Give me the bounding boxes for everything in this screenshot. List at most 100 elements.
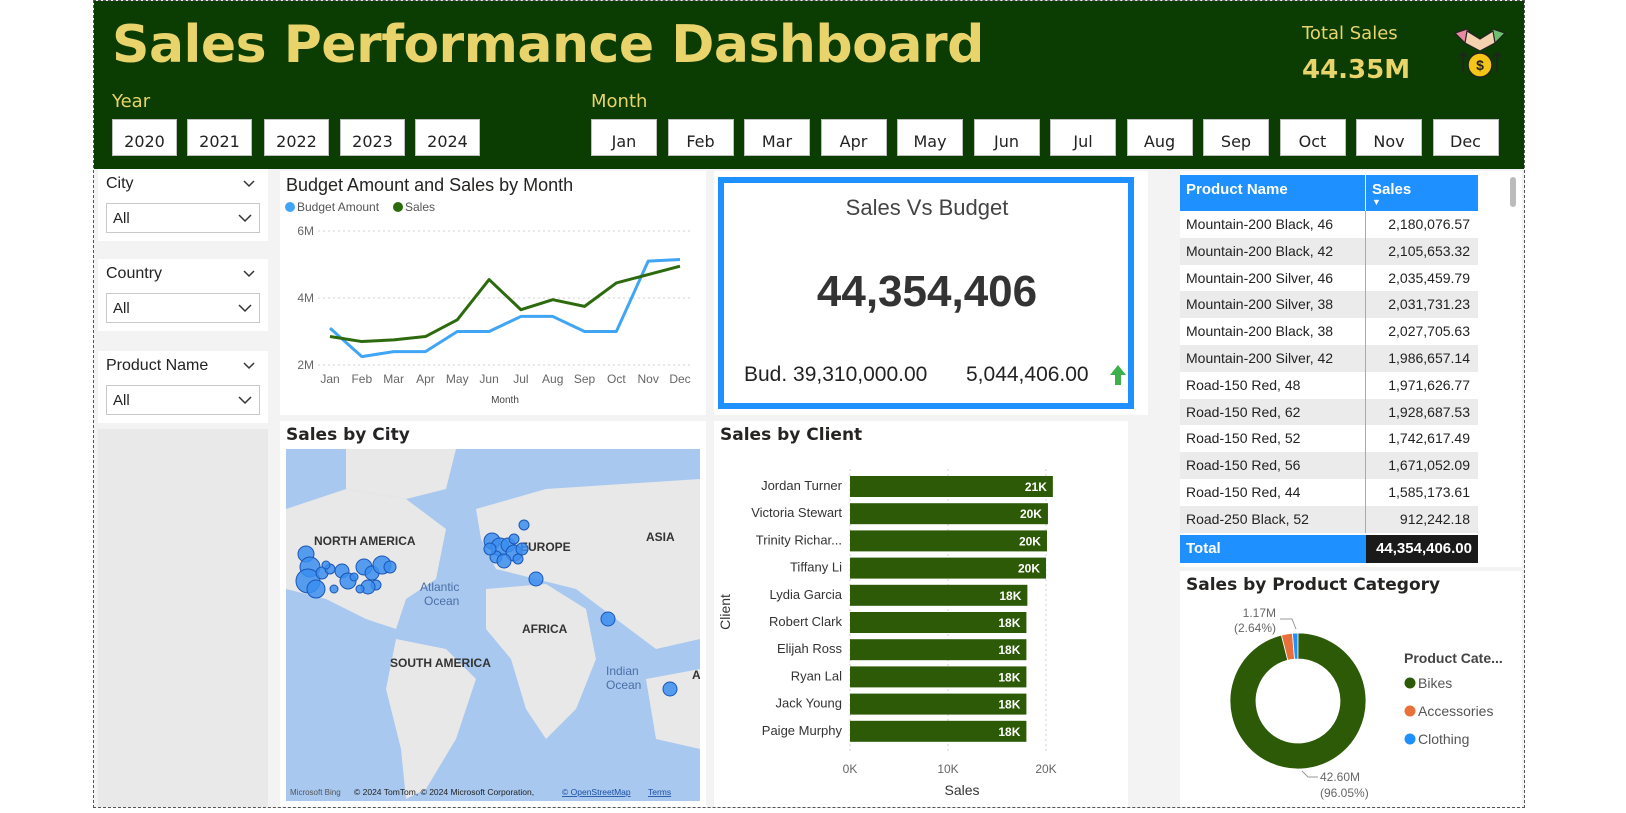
- product-name-cell: Mountain-200 Black, 42: [1180, 237, 1366, 265]
- table-row[interactable]: Mountain-200 Silver, 42 1,986,657.14: [1180, 344, 1478, 372]
- chevron-down-icon[interactable]: [242, 267, 256, 281]
- year-button-2021[interactable]: 2021: [187, 119, 252, 156]
- year-button-2024[interactable]: 2024: [415, 119, 480, 156]
- osm-link[interactable]: © OpenStreetMap: [562, 787, 631, 797]
- product-sales-table[interactable]: Product Name Sales ▼ Mountain-200 Black, …: [1180, 175, 1478, 563]
- donut-card[interactable]: Sales by Product Category 1.17M (2.64%) 42…: [1180, 571, 1522, 807]
- legend-label: Bikes: [1418, 675, 1452, 691]
- table-row[interactable]: Road-250 Black, 52 912,242.18: [1180, 505, 1478, 533]
- year-slicer-label: Year: [112, 91, 151, 112]
- map-attribution: © 2024 TomTom, © 2024 Microsoft Corporat…: [354, 787, 534, 797]
- city-bubble: [518, 519, 530, 531]
- product-name-cell: Road-250 Black, 52: [1180, 505, 1366, 533]
- report-canvas: Sales Performance Dashboard Year Month 2…: [93, 0, 1525, 808]
- table-row[interactable]: Mountain-200 Silver, 38 2,031,731.23: [1180, 291, 1478, 319]
- client-label: Lydia Garcia: [770, 587, 843, 602]
- year-button-2023[interactable]: 2023: [340, 119, 405, 156]
- product-dropdown[interactable]: All: [106, 385, 260, 415]
- table-row[interactable]: Road-150 Red, 48 1,971,626.77: [1180, 371, 1478, 399]
- data-label: 21K: [1025, 480, 1047, 494]
- year-button-2020[interactable]: 2020: [112, 119, 177, 156]
- city-filter-title: City: [106, 175, 134, 192]
- table-scrollbar[interactable]: [1510, 177, 1516, 207]
- data-label: 18K: [998, 616, 1020, 630]
- client-label: Ryan Lal: [791, 668, 842, 683]
- line-chart-card[interactable]: Budget Amount and Sales by Month Budget …: [280, 171, 706, 415]
- table-row[interactable]: Road-150 Red, 44 1,585,173.61: [1180, 478, 1478, 506]
- series-line-sales: [329, 264, 681, 344]
- col-sales[interactable]: Sales ▼: [1366, 175, 1478, 211]
- month-button-nov[interactable]: Nov: [1356, 119, 1422, 156]
- month-button-jan[interactable]: Jan: [591, 119, 657, 156]
- kpi-card[interactable]: Sales Vs Budget 44,354,406 Bud. 39,310,0…: [714, 171, 1148, 415]
- australia-land: [646, 669, 700, 749]
- table-row[interactable]: Mountain-200 Silver, 46 2,035,459.79: [1180, 264, 1478, 292]
- city-dropdown[interactable]: All: [106, 203, 260, 233]
- product-name-cell: Road-150 Red, 56: [1180, 452, 1366, 479]
- city-bubble: [600, 611, 616, 627]
- month-button-dec[interactable]: Dec: [1432, 119, 1499, 156]
- map-label-north-america: NORTH AMERICA: [314, 534, 416, 548]
- table-row[interactable]: Mountain-200 Black, 46 2,180,076.57: [1180, 211, 1478, 238]
- city-bubble: [528, 571, 544, 587]
- map-label-europe: EUROPE: [520, 540, 571, 554]
- country-dropdown-value: All: [113, 300, 130, 317]
- chevron-down-icon: [238, 304, 252, 313]
- svg-text:$: $: [1476, 57, 1484, 73]
- sales-cell: 2,180,076.57: [1388, 216, 1470, 232]
- country-dropdown[interactable]: All: [106, 293, 260, 323]
- sales-cell: 2,031,731.23: [1388, 296, 1470, 313]
- chevron-down-icon: [238, 396, 252, 405]
- page-title: Sales Performance Dashboard: [112, 15, 984, 75]
- bar: [850, 557, 1046, 579]
- africa-land: [486, 584, 596, 739]
- month-button-jul[interactable]: Jul: [1050, 119, 1116, 156]
- month-button-sep[interactable]: Sep: [1203, 119, 1269, 156]
- total-sales-value: 44.35M: [1302, 55, 1411, 85]
- x-tick-label: Apr: [416, 372, 435, 386]
- table-row[interactable]: Road-150 Red, 52 1,742,617.49: [1180, 425, 1478, 453]
- city-bubble: [321, 560, 331, 570]
- table-row[interactable]: Mountain-200 Black, 38 2,027,705.63: [1180, 318, 1478, 345]
- client-label: Elijah Ross: [777, 641, 843, 656]
- chevron-down-icon[interactable]: [242, 359, 256, 373]
- city-bubble: [508, 533, 520, 545]
- bar-chart-card[interactable]: Sales by Client 0K 10K 20K Jordan Turner 21K…: [714, 421, 1128, 807]
- map-card[interactable]: Sales by City NORTH AMERICA EUROPE ASIA …: [280, 421, 706, 807]
- line-chart-title: Budget Amount and Sales by Month: [286, 175, 574, 195]
- legend-title: Product Cate...: [1404, 650, 1503, 666]
- total-value: 44,354,406.00: [1366, 534, 1478, 563]
- month-button-may[interactable]: May: [897, 119, 963, 156]
- data-label: 20K: [1020, 507, 1042, 521]
- year-button-2022[interactable]: 2022: [264, 119, 329, 156]
- legend-label: Accessories: [1418, 703, 1493, 719]
- legend-marker: [1404, 705, 1416, 717]
- sales-cell: 1,986,657.14: [1388, 349, 1470, 366]
- month-button-oct[interactable]: Oct: [1279, 119, 1346, 156]
- table-row[interactable]: Road-150 Red, 56 1,671,052.09: [1180, 452, 1478, 479]
- sales-cell: 1,585,173.61: [1388, 483, 1470, 500]
- bar: [850, 666, 1027, 688]
- client-label: Tiffany Li: [790, 560, 842, 575]
- sales-cell: 2,105,653.32: [1388, 242, 1470, 259]
- table-row[interactable]: Mountain-200 Black, 42 2,105,653.32: [1180, 237, 1478, 265]
- chevron-down-icon[interactable]: [242, 177, 256, 191]
- bar: [850, 584, 1028, 606]
- month-button-jun[interactable]: Jun: [973, 119, 1040, 156]
- map-label-ocean-1: Ocean: [424, 594, 459, 608]
- bar: [850, 530, 1047, 552]
- month-button-mar[interactable]: Mar: [744, 119, 810, 156]
- col-product-name[interactable]: Product Name: [1180, 175, 1366, 211]
- product-name-cell: Mountain-200 Silver, 42: [1180, 344, 1366, 372]
- x-tick-label: Feb: [351, 372, 372, 386]
- line-chart: Budget Amount Sales 2M 4M 6M Jan Feb Mar Apr May J…: [285, 200, 692, 406]
- month-button-aug[interactable]: Aug: [1126, 119, 1193, 156]
- terms-link[interactable]: Terms: [648, 787, 671, 797]
- table-row[interactable]: Road-150 Red, 62 1,928,687.53: [1180, 398, 1478, 426]
- city-bubble: [496, 553, 512, 569]
- month-button-feb[interactable]: Feb: [667, 119, 734, 156]
- month-button-apr[interactable]: Apr: [820, 119, 887, 156]
- city-filter: City All: [98, 169, 268, 241]
- country-filter: Country All: [98, 259, 268, 331]
- world-map[interactable]: NORTH AMERICA EUROPE ASIA Atlantic Ocean…: [286, 449, 700, 801]
